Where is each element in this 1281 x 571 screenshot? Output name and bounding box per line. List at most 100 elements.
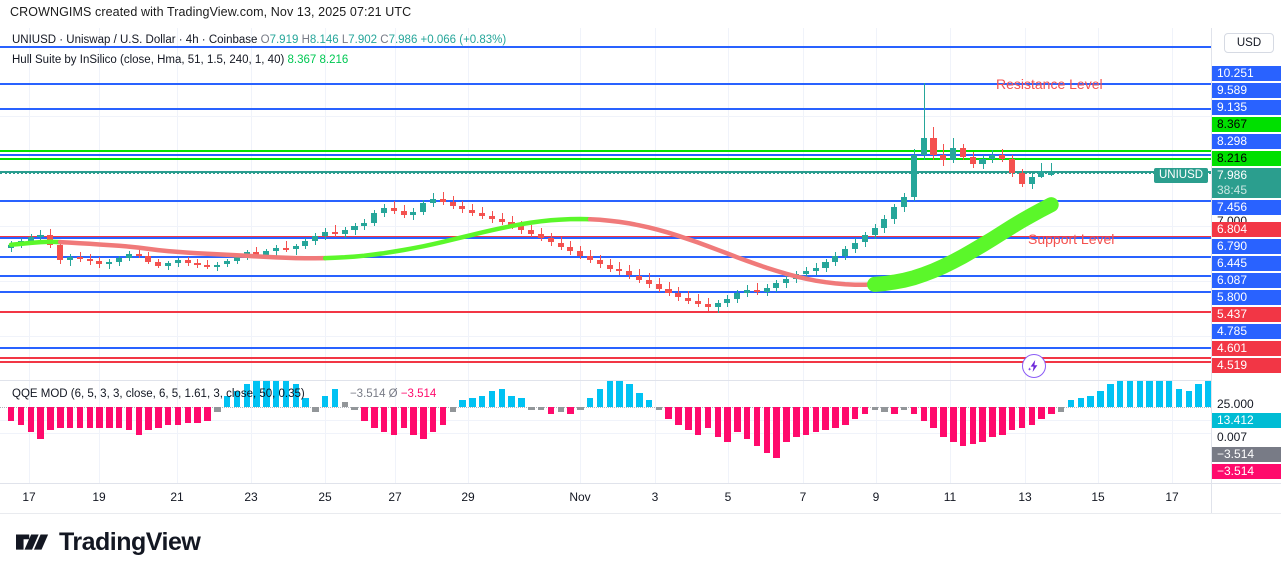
time-axis-label[interactable]: 17 — [1165, 490, 1179, 504]
candle-body[interactable] — [665, 288, 672, 294]
price-axis-label[interactable]: 5.800 — [1212, 290, 1281, 305]
time-axis-label[interactable]: 9 — [872, 490, 880, 504]
candle-body[interactable] — [959, 147, 966, 157]
candle-body[interactable] — [675, 293, 682, 298]
candle-body[interactable] — [734, 293, 741, 299]
price-axis-label[interactable]: −3.514 — [1212, 447, 1281, 462]
price-level-line[interactable] — [0, 107, 1211, 110]
support-level-annotation[interactable]: Support Level — [1028, 231, 1115, 247]
price-axis-label[interactable]: 4.601 — [1212, 341, 1281, 356]
candle-body[interactable] — [8, 244, 15, 248]
candle-body[interactable] — [488, 216, 495, 220]
candle-body[interactable] — [194, 263, 201, 265]
candle-body[interactable] — [27, 237, 34, 242]
price-axis-label[interactable]: 0.007 — [1217, 430, 1248, 444]
candle-body[interactable] — [636, 275, 643, 280]
candle-body[interactable] — [17, 241, 24, 245]
time-axis-label[interactable]: 15 — [1091, 490, 1105, 504]
time-axis-label[interactable]: 11 — [943, 490, 957, 504]
candle-body[interactable] — [812, 267, 819, 272]
candle-body[interactable] — [753, 289, 760, 292]
candle-body[interactable] — [616, 268, 623, 272]
candle-body[interactable] — [214, 264, 221, 267]
candle-body[interactable] — [429, 198, 437, 203]
candle-body[interactable] — [1048, 171, 1055, 176]
candle-body[interactable] — [793, 274, 800, 279]
candle-body[interactable] — [341, 230, 348, 234]
candle-body[interactable] — [645, 279, 652, 285]
candle-body[interactable] — [999, 154, 1006, 159]
candle-body[interactable] — [380, 208, 387, 213]
candle-body[interactable] — [518, 226, 525, 231]
price-level-line[interactable] — [0, 361, 1211, 364]
time-axis-label[interactable]: 17 — [22, 490, 36, 504]
candle-body[interactable] — [940, 154, 947, 160]
candle-body[interactable] — [508, 221, 515, 226]
candle-body[interactable] — [86, 259, 93, 262]
time-axis-label[interactable]: 25 — [318, 490, 332, 504]
candle-body[interactable] — [950, 147, 957, 160]
price-level-line[interactable] — [0, 356, 1211, 359]
candle-body[interactable] — [1018, 173, 1025, 185]
candle-body[interactable] — [331, 231, 338, 234]
price-level-line[interactable] — [0, 310, 1211, 313]
ai-sparkle-badge[interactable] — [1022, 354, 1046, 378]
candle-body[interactable] — [743, 289, 751, 294]
price-level-line[interactable] — [0, 346, 1211, 349]
price-level-line[interactable] — [0, 291, 1211, 293]
symbol-legend[interactable]: UNIUSD · Uniswap / U.S. Dollar · 4h · Co… — [12, 34, 506, 46]
candle-body[interactable] — [822, 262, 829, 268]
candle-body[interactable] — [400, 210, 407, 215]
time-axis-label[interactable]: 13 — [1018, 490, 1032, 504]
candle-body[interactable] — [861, 234, 868, 243]
candle-body[interactable] — [145, 255, 152, 263]
price-axis-label[interactable]: −3.514 — [1212, 464, 1281, 479]
candle-body[interactable] — [459, 206, 466, 210]
candle-body[interactable] — [586, 255, 594, 261]
price-axis-label[interactable]: 6.804 — [1212, 222, 1281, 237]
price-axis-label[interactable]: 13.412 — [1212, 413, 1281, 428]
candle-body[interactable] — [263, 251, 270, 255]
plot-region[interactable] — [0, 28, 1211, 483]
currency-badge[interactable]: USD — [1224, 33, 1274, 53]
price-axis-label[interactable]: 25.000 — [1217, 397, 1254, 411]
candle-body[interactable] — [47, 234, 54, 245]
candle-body[interactable] — [606, 264, 613, 269]
candle-body[interactable] — [1028, 176, 1035, 185]
price-axis-label[interactable]: 9.589 — [1212, 83, 1281, 98]
candle-body[interactable] — [871, 228, 878, 235]
time-axis-label[interactable]: 21 — [170, 490, 184, 504]
price-axis-label[interactable]: 4.519 — [1212, 358, 1281, 373]
candle-body[interactable] — [724, 298, 731, 303]
price-axis-label[interactable]: 38:45 — [1212, 183, 1281, 198]
price-level-line[interactable] — [0, 158, 1211, 161]
candle-body[interactable] — [763, 287, 770, 292]
candle-body[interactable] — [704, 304, 711, 308]
indicator-pane[interactable] — [0, 381, 1211, 483]
candle-body[interactable] — [851, 242, 858, 250]
price-level-line[interactable] — [0, 255, 1211, 258]
price-level-line[interactable] — [0, 199, 1211, 202]
hull-suite-legend[interactable]: Hull Suite by InSilico (close, Hma, 51, … — [12, 54, 348, 66]
candle-body[interactable] — [420, 202, 427, 212]
candle-body[interactable] — [292, 245, 299, 250]
price-axis-label[interactable]: 8.367 — [1212, 117, 1281, 132]
candle-body[interactable] — [626, 271, 633, 276]
price-axis-label[interactable]: 7.456 — [1212, 200, 1281, 215]
candle-body[interactable] — [371, 212, 378, 223]
time-axis-label[interactable]: 3 — [651, 490, 659, 504]
candle-body[interactable] — [410, 211, 417, 215]
candle-body[interactable] — [135, 253, 142, 256]
candle-body[interactable] — [577, 251, 584, 256]
candle-body[interactable] — [989, 154, 996, 159]
candle-body[interactable] — [773, 283, 780, 288]
candle-body[interactable] — [361, 222, 368, 226]
candle-body[interactable] — [76, 256, 83, 259]
price-axis-label[interactable]: 10.251 — [1212, 66, 1281, 81]
candle-body[interactable] — [832, 255, 839, 263]
candle-body[interactable] — [1038, 171, 1045, 177]
candle-body[interactable] — [567, 246, 574, 252]
time-axis-label[interactable]: 7 — [799, 490, 807, 504]
time-axis-label[interactable]: 5 — [724, 490, 732, 504]
time-axis-label[interactable]: 29 — [461, 490, 475, 504]
